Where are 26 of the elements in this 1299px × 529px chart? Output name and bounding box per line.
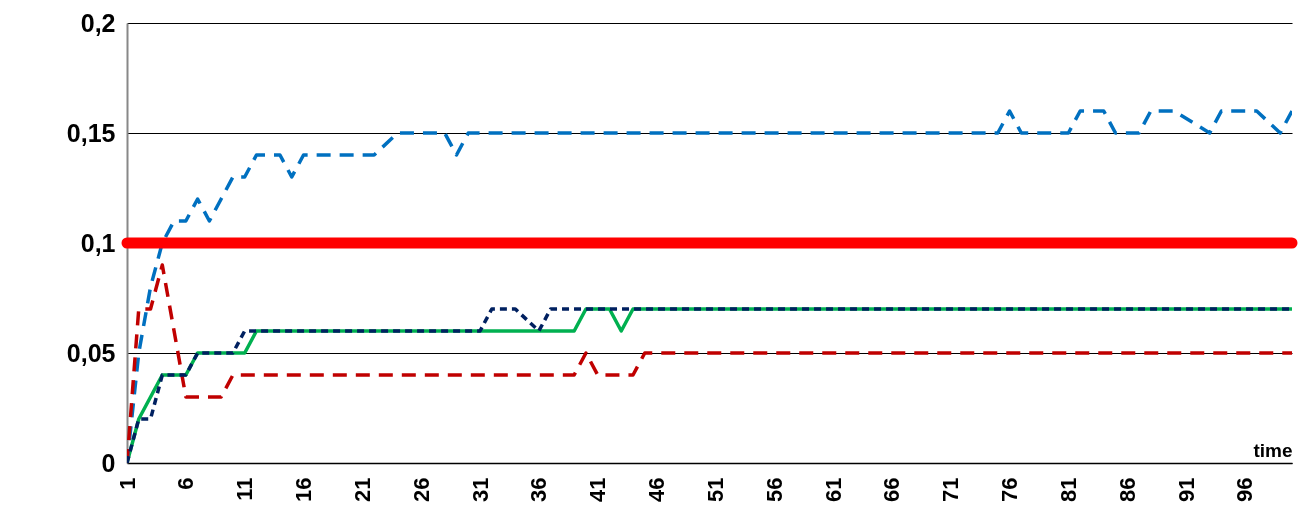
x-tick-label: 1 [114,477,140,490]
x-tick-label: 56 [761,477,787,502]
x-tick-label: 66 [879,477,905,502]
x-tick-label: 71 [938,477,964,502]
x-axis-title: time [1253,439,1293,461]
y-tick-label: 0 [101,448,116,477]
x-tick-label: 81 [1055,477,1081,502]
x-tick-label: 61 [820,477,846,502]
x-tick-label: 86 [1114,477,1140,502]
x-tick-label: 16 [291,477,317,502]
x-tick-label: 36 [526,477,552,502]
x-tick-label: 76 [997,477,1023,502]
y-tick-label: 0,2 [80,8,116,37]
y-tick-label: 0,15 [66,118,116,147]
x-tick-label: 91 [1173,477,1199,502]
x-tick-label: 26 [408,477,434,502]
x-tick-label: 46 [644,477,670,502]
y-tick-label: 0,1 [80,228,116,257]
x-tick-label: 31 [467,477,493,502]
x-tick-label: 96 [1232,477,1258,502]
x-tick-label: 11 [232,477,258,501]
y-tick-label: 0,05 [66,338,116,367]
x-tick-label: 6 [173,477,199,490]
x-tick-label: 51 [702,477,728,502]
x-tick-label: 41 [585,477,611,502]
x-tick-label: 21 [349,477,375,502]
